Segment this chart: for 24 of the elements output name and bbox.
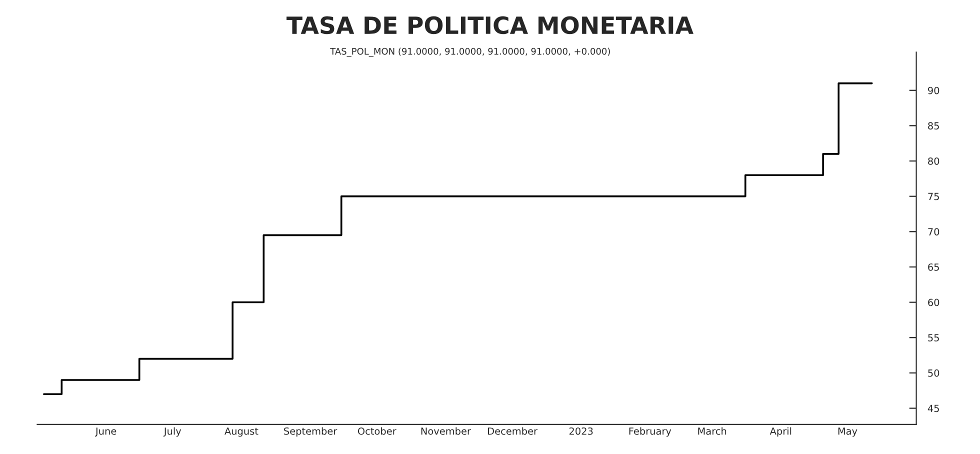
x-tick-label: February — [629, 427, 672, 437]
x-tick-label: April — [770, 427, 792, 437]
x-tick-label: October — [358, 427, 396, 435]
chart-subtitle: TAS_POL_MON (91.0000, 91.0000, 91.0000, 91.0000, +0.000) — [330, 48, 610, 57]
x-tick-label: June — [94, 428, 116, 437]
x-tick-label: July — [163, 427, 182, 437]
y-tick-label: 60 — [928, 298, 940, 306]
y-tick-label: 75 — [928, 192, 939, 200]
x-tick-label: August — [224, 428, 258, 437]
x-tick-label: December — [488, 427, 538, 435]
x-tick-label: 2023 — [569, 427, 593, 435]
y-tick-label: 80 — [928, 157, 940, 165]
y-tick-label: 45 — [928, 404, 939, 412]
x-tick-label: March — [698, 427, 726, 435]
chart-title: TASA DE POLITICA MONETARIA — [286, 16, 694, 34]
y-tick-label: 50 — [928, 369, 940, 377]
x-tick-label: November — [421, 427, 471, 435]
x-tick-label: May — [838, 428, 858, 437]
y-tick-label: 70 — [928, 228, 940, 236]
y-tick-label: 85 — [928, 122, 939, 130]
y-tick-label: 65 — [928, 263, 939, 271]
y-tick-label: 55 — [928, 334, 939, 342]
y-tick-label: 90 — [928, 86, 940, 94]
x-tick-label: September — [284, 427, 338, 437]
